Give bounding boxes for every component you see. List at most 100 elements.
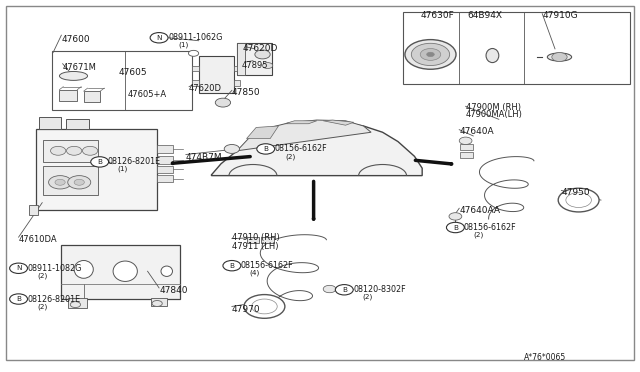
Bar — [234, 80, 240, 86]
Circle shape — [224, 144, 239, 153]
Bar — [151, 298, 167, 307]
Text: 47950: 47950 — [561, 188, 590, 197]
Bar — [157, 156, 173, 164]
Bar — [157, 145, 173, 153]
Text: B: B — [342, 287, 347, 293]
Polygon shape — [323, 120, 354, 125]
Text: 08126-8201E: 08126-8201E — [28, 295, 81, 304]
Bar — [234, 65, 240, 71]
Text: 64B94X: 64B94X — [467, 11, 502, 20]
Bar — [261, 237, 274, 243]
Text: (2): (2) — [37, 303, 47, 310]
Circle shape — [91, 157, 109, 167]
Circle shape — [51, 146, 66, 155]
Bar — [52, 51, 192, 110]
Circle shape — [252, 299, 277, 314]
Polygon shape — [211, 122, 422, 176]
Text: 47630F: 47630F — [420, 11, 454, 20]
Circle shape — [70, 302, 81, 308]
Text: B: B — [229, 263, 234, 269]
Circle shape — [451, 223, 461, 229]
Circle shape — [460, 137, 472, 144]
Text: 47840: 47840 — [159, 286, 188, 295]
Circle shape — [255, 50, 270, 59]
Ellipse shape — [113, 261, 138, 282]
Bar — [84, 91, 100, 102]
Circle shape — [244, 295, 285, 318]
Bar — [198, 56, 234, 93]
Bar — [60, 90, 77, 101]
Circle shape — [188, 50, 198, 56]
Text: 47620D: 47620D — [189, 84, 222, 93]
Circle shape — [10, 294, 28, 304]
Text: (2): (2) — [363, 294, 373, 301]
Bar — [237, 43, 244, 75]
Circle shape — [420, 48, 441, 60]
Text: 47910G: 47910G — [542, 11, 578, 20]
Circle shape — [49, 176, 72, 189]
Circle shape — [257, 144, 275, 154]
Ellipse shape — [547, 53, 572, 61]
Text: 47605: 47605 — [119, 68, 147, 77]
Text: 47605+A: 47605+A — [127, 90, 166, 99]
Bar — [29, 205, 38, 215]
Text: 47910 (RH): 47910 (RH) — [232, 233, 280, 243]
Bar — [68, 298, 87, 308]
Circle shape — [552, 52, 567, 61]
Text: 08126-8201E: 08126-8201E — [108, 157, 161, 166]
Circle shape — [323, 285, 336, 293]
Text: N: N — [16, 265, 21, 271]
Circle shape — [10, 263, 28, 273]
Text: 47610DA: 47610DA — [19, 235, 57, 244]
Text: (1): (1) — [118, 165, 128, 172]
Circle shape — [449, 213, 462, 220]
Bar — [61, 245, 179, 299]
Bar — [461, 144, 473, 150]
Circle shape — [68, 176, 91, 189]
Text: 47620D: 47620D — [242, 44, 278, 53]
Circle shape — [427, 52, 435, 57]
Bar — [39, 118, 61, 129]
Bar — [67, 119, 89, 129]
Text: 08156-6162F: 08156-6162F — [274, 144, 326, 153]
Circle shape — [223, 260, 241, 271]
Text: 47900M (RH): 47900M (RH) — [466, 103, 520, 112]
Text: 47895: 47895 — [242, 61, 269, 70]
Text: (1): (1) — [178, 41, 188, 48]
Circle shape — [150, 33, 168, 43]
Text: (2): (2) — [37, 272, 47, 279]
Circle shape — [447, 222, 465, 233]
Circle shape — [558, 188, 599, 212]
Text: A*76*0065: A*76*0065 — [524, 353, 566, 362]
Text: 08156-6162F: 08156-6162F — [464, 223, 516, 232]
Circle shape — [67, 146, 82, 155]
Circle shape — [83, 146, 98, 155]
Text: 08911-1062G: 08911-1062G — [168, 33, 222, 42]
Bar — [237, 43, 272, 75]
Ellipse shape — [486, 48, 499, 62]
Text: 47600: 47600 — [61, 35, 90, 44]
Circle shape — [74, 179, 84, 185]
Polygon shape — [285, 121, 317, 124]
Ellipse shape — [74, 260, 93, 278]
Text: 08911-1082G: 08911-1082G — [28, 264, 82, 273]
Text: 474B7M: 474B7M — [186, 153, 223, 161]
Text: (2): (2) — [285, 153, 295, 160]
Bar — [36, 129, 157, 210]
Text: B: B — [263, 146, 268, 152]
Text: B: B — [16, 296, 21, 302]
Text: B: B — [453, 225, 458, 231]
Text: B: B — [97, 159, 102, 165]
Circle shape — [566, 193, 591, 208]
Circle shape — [262, 62, 273, 68]
Bar — [192, 65, 198, 71]
Text: N: N — [156, 35, 162, 41]
Text: 47900MA(LH): 47900MA(LH) — [466, 110, 522, 119]
Text: 47640A: 47640A — [460, 126, 494, 136]
Bar — [403, 12, 630, 84]
Text: 47850: 47850 — [232, 88, 260, 97]
Circle shape — [152, 301, 163, 307]
Text: 47970: 47970 — [232, 305, 260, 314]
Circle shape — [335, 285, 353, 295]
Text: 08156-6162F: 08156-6162F — [240, 261, 292, 270]
